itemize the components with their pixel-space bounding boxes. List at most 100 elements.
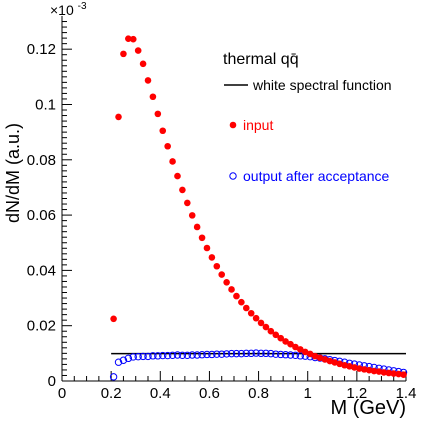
- output-point: [183, 351, 192, 359]
- input-point: [213, 262, 221, 270]
- output-point: [109, 373, 118, 381]
- input-point: [375, 368, 383, 375]
- input-point: [139, 60, 147, 68]
- x-tick-label: 1.2: [346, 385, 367, 402]
- y-tick-label: 0: [48, 373, 56, 390]
- output-point: [134, 352, 142, 361]
- input-point: [125, 35, 132, 42]
- output-point: [232, 349, 241, 358]
- output-point: [154, 352, 162, 360]
- input-point: [365, 366, 373, 374]
- output-point: [129, 353, 137, 361]
- legend-marker-input: [229, 121, 237, 129]
- output-point: [272, 350, 280, 358]
- input-point: [198, 234, 206, 242]
- output-point: [247, 349, 255, 358]
- y-ticks: 0 0.02 0.04 0.06 0.08 0.1 0.12: [27, 21, 72, 390]
- output-point: [203, 350, 211, 359]
- input-point: [351, 364, 358, 371]
- output-point: [222, 350, 231, 358]
- x-ticks: 0 0.2 0.4 0.6 0.8 1 1.2 1.4: [58, 371, 417, 402]
- legend-label-input: input: [243, 117, 273, 133]
- output-point: [168, 351, 177, 359]
- x-tick-label: 0.2: [101, 385, 122, 402]
- output-point: [252, 349, 260, 357]
- output-point: [124, 354, 133, 363]
- output-point: [257, 349, 265, 358]
- output-point: [173, 351, 182, 359]
- input-point: [134, 47, 142, 54]
- input-point: [360, 366, 368, 373]
- y-tick-label: 0.1: [35, 96, 56, 113]
- x-tick-label: 0.6: [199, 385, 220, 402]
- input-point: [370, 367, 378, 375]
- output-point: [159, 351, 167, 360]
- output-point: [114, 358, 123, 366]
- input-point: [233, 292, 240, 300]
- y-tick-label: 0.08: [27, 152, 56, 169]
- input-point: [120, 50, 127, 58]
- input-point: [169, 158, 176, 165]
- y-tick-label: 0.02: [27, 318, 56, 335]
- input-point: [159, 127, 167, 135]
- input-point: [267, 327, 275, 335]
- legend-marker-output: [229, 172, 237, 180]
- input-point: [390, 370, 398, 377]
- y-multiplier: ×10 -3: [50, 1, 87, 18]
- legend-label-spectral: white spectral function: [252, 77, 392, 93]
- output-point: [227, 349, 236, 358]
- input-point: [154, 110, 162, 118]
- input-point: [252, 314, 260, 322]
- y-multiplier-exponent: -3: [78, 1, 87, 12]
- input-point: [110, 315, 117, 323]
- input-point: [149, 93, 157, 101]
- input-point: [380, 369, 388, 376]
- y-multiplier-base: ×10: [50, 2, 74, 18]
- output-point: [242, 349, 250, 358]
- input-point: [144, 77, 152, 84]
- output-point: [208, 350, 216, 359]
- output-point: [291, 351, 300, 359]
- output-point: [267, 349, 275, 358]
- input-point: [272, 331, 280, 339]
- input-point: [164, 142, 171, 150]
- input-point: [242, 304, 250, 312]
- legend: thermal qq̄ white spectral function inpu…: [223, 51, 392, 184]
- x-axis-label: M (GeV): [330, 397, 406, 419]
- input-point: [385, 369, 393, 377]
- output-point: [213, 350, 221, 358]
- legend-label-output: output after acceptance: [243, 168, 390, 184]
- input-point: [174, 172, 181, 180]
- x-tick-label: 0.8: [248, 385, 269, 402]
- x-tick-label: 1.4: [396, 385, 417, 402]
- output-point: [286, 351, 295, 359]
- input-point: [282, 338, 289, 345]
- input-point: [277, 334, 284, 342]
- y-tick-label: 0.12: [27, 41, 56, 58]
- input-point: [257, 319, 265, 327]
- y-axis-label: dN/dM (a.u.): [3, 123, 23, 223]
- input-point: [218, 271, 226, 278]
- legend-header: thermal qq̄: [223, 51, 299, 68]
- input-point: [223, 278, 230, 286]
- output-point: [144, 352, 152, 361]
- y-tick-label: 0.06: [27, 207, 56, 224]
- output-point: [163, 351, 172, 360]
- input-point: [184, 199, 191, 207]
- input-point: [238, 298, 245, 306]
- input-point: [297, 346, 304, 353]
- input-point: [341, 361, 348, 369]
- input-point: [188, 212, 196, 219]
- y-tick-label: 0.04: [27, 262, 56, 279]
- input-point: [115, 113, 122, 121]
- output-point: [281, 351, 290, 359]
- input-point: [129, 35, 137, 43]
- input-point: [179, 186, 186, 194]
- input-point: [228, 286, 235, 293]
- output-point: [193, 351, 201, 359]
- x-tick-label: 1: [304, 385, 312, 402]
- output-point: [119, 356, 128, 364]
- output-point: [139, 352, 147, 361]
- output-point: [276, 350, 285, 359]
